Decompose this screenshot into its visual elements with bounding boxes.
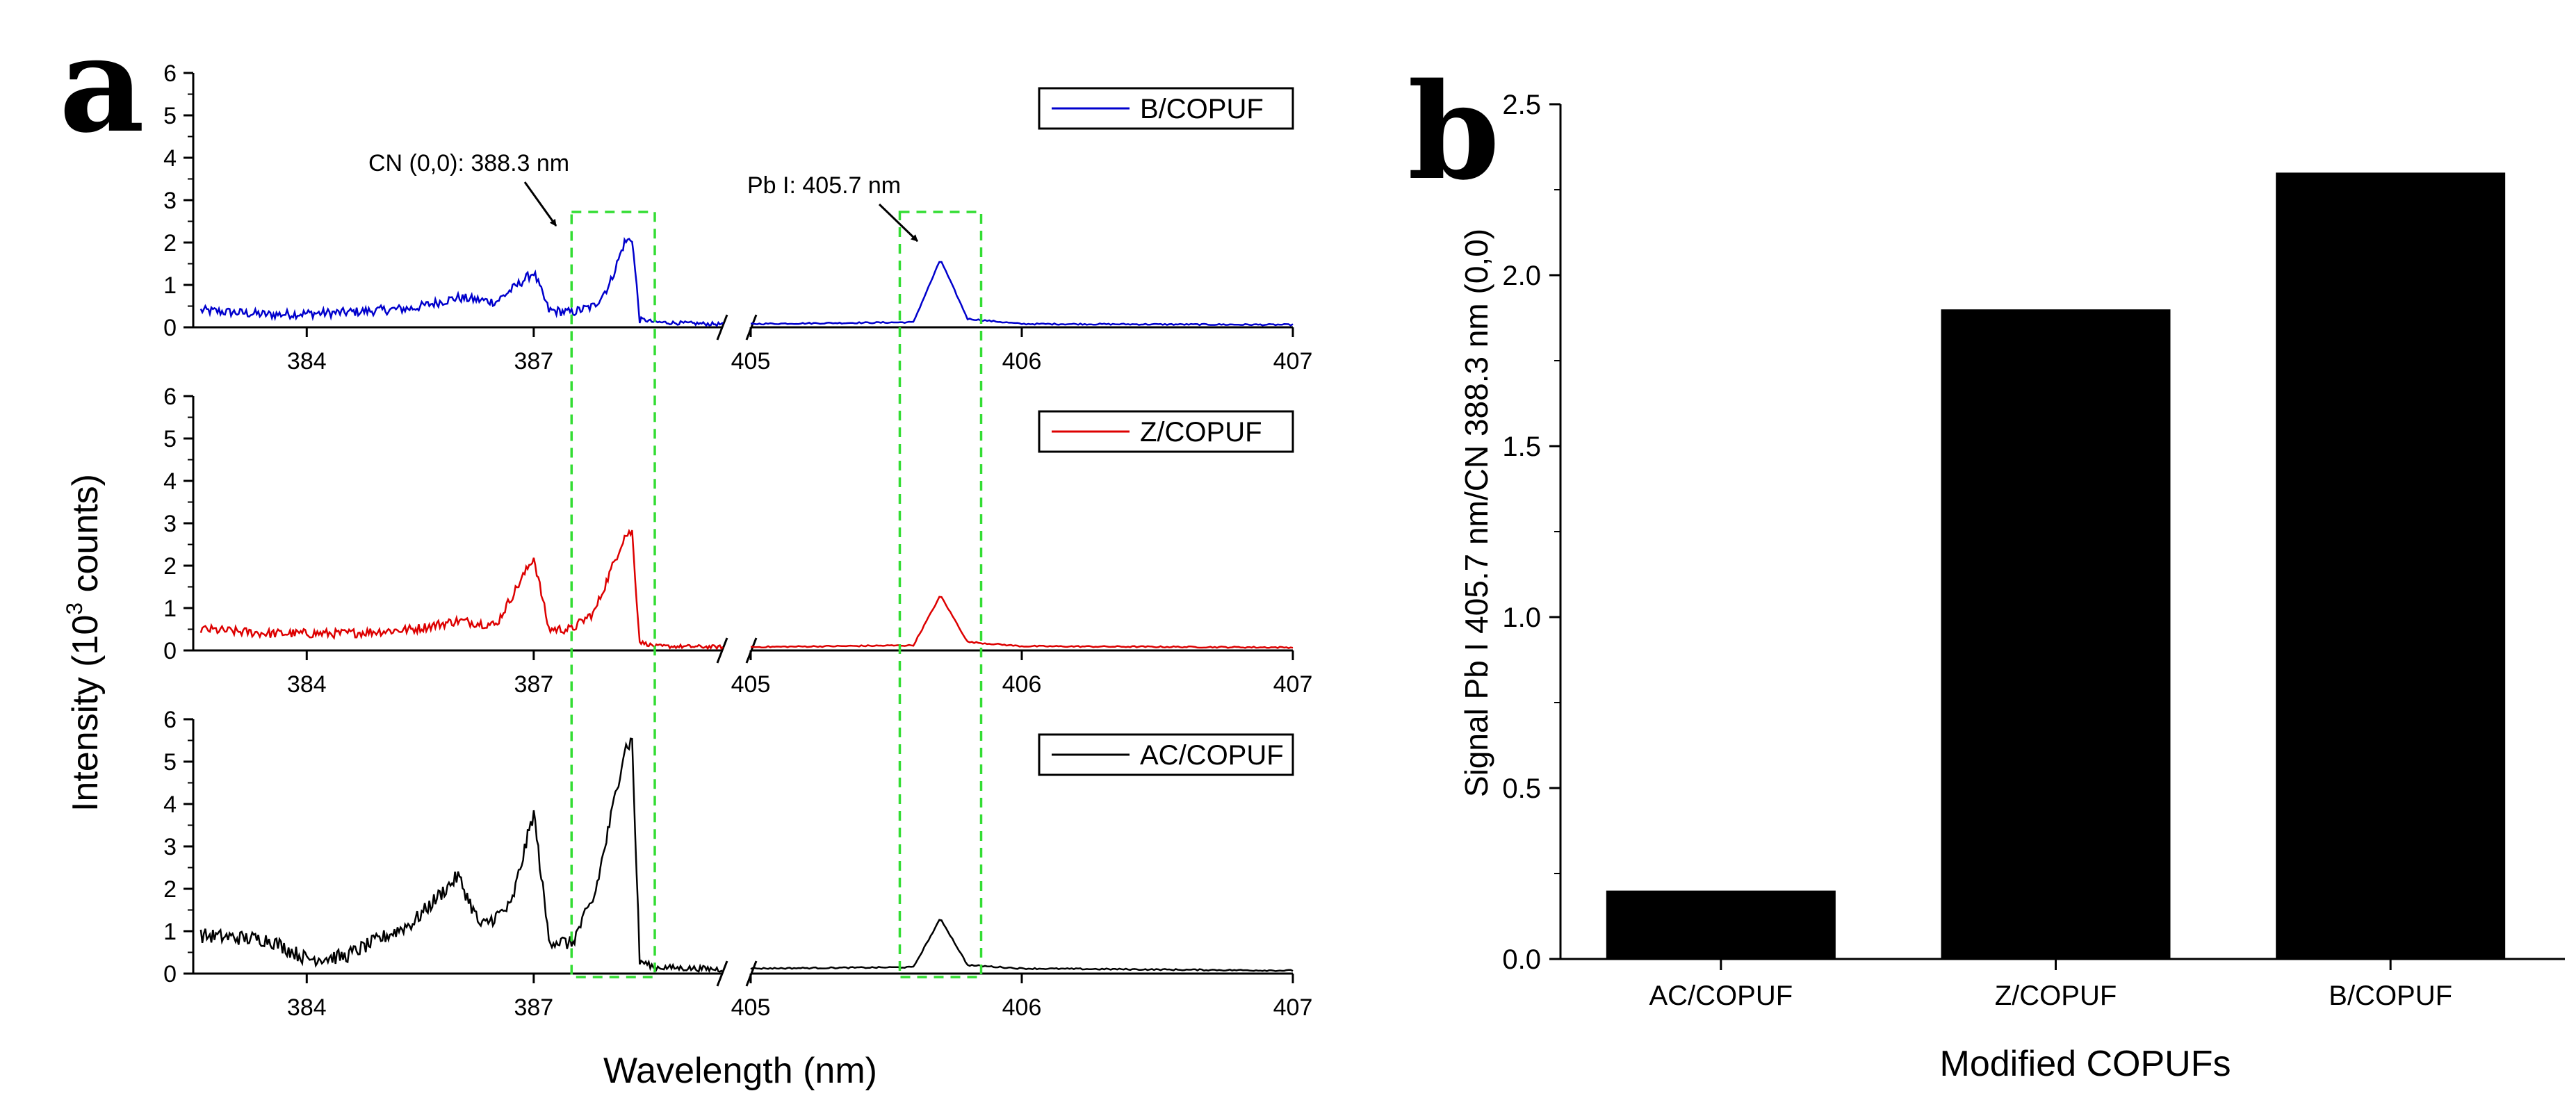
legend-label-z-copuf: Z/COPUF	[1140, 417, 1262, 448]
annotation-cn-arrow	[523, 181, 557, 227]
bar-category-label: B/COPUF	[2329, 981, 2452, 1011]
y-tick-label: 1	[163, 272, 177, 299]
bar-y-tick-label: 2.5	[1502, 90, 1541, 120]
x-tick-label: 406	[1002, 348, 1042, 375]
axis-break-mark	[716, 960, 728, 987]
y-tick-label: 3	[163, 188, 177, 214]
bar-y-tick-label: 2.0	[1502, 261, 1541, 291]
y-tick-label: 2	[163, 230, 177, 256]
y-tick-label: 5	[163, 103, 177, 129]
x-tick-label: 405	[731, 994, 771, 1021]
bar-b-copuf	[2276, 172, 2506, 959]
annotation-pb-arrow	[878, 203, 919, 243]
spectrum-line-ac-copuf-right	[750, 919, 1294, 972]
panel-b-y-axis-title: Signal Pb I 405.7 nm/CN 388.3 nm (0,0)	[1458, 229, 1494, 797]
spectrum-line-b-copuf	[199, 237, 724, 327]
panel-a-letter: a	[59, 7, 145, 162]
y-tick-label: 0	[163, 961, 177, 987]
spectrum-line-ac-copuf	[199, 737, 724, 974]
y-tick-label: 5	[163, 749, 177, 776]
x-tick-label: 387	[514, 994, 553, 1021]
bar-ac-copuf	[1606, 890, 1836, 959]
x-tick-label: 405	[731, 348, 771, 375]
subplot-z-copuf: 0 1 2 3 4 5 6 384 387 405 406 407 Z/COPUF	[163, 384, 1312, 698]
y-tick-label: 1	[163, 919, 177, 945]
y-tick-label: 5	[163, 426, 177, 452]
x-tick-label: 405	[731, 671, 771, 698]
x-tick-label: 384	[287, 671, 327, 698]
axis-break-mark	[716, 637, 728, 664]
legend-box	[1038, 410, 1294, 453]
y-tick-label: 3	[163, 834, 177, 860]
subplot-ac-copuf: 0 1 2 3 4 5 6 384 387 405 406 407 AC/COPUF	[163, 707, 1312, 1021]
bar-y-tick-label: 0.5	[1502, 773, 1541, 804]
y-tick-label: 6	[163, 60, 177, 87]
annotation-pb-label: Pb I: 405.7 nm	[747, 172, 901, 199]
highlight-window-cn	[570, 211, 656, 978]
highlight-window-pb	[898, 211, 983, 978]
spectrum-line-z-copuf	[199, 528, 724, 650]
x-tick-label: 407	[1273, 994, 1313, 1021]
y-tick-label: 1	[163, 596, 177, 622]
bar-y-tick-label: 0.0	[1502, 944, 1541, 975]
x-tick-label: 407	[1273, 348, 1313, 375]
panel-b-letter: b	[1408, 54, 1500, 209]
axis-break-mark	[716, 314, 728, 341]
x-tick-label: 406	[1002, 671, 1042, 698]
x-tick-label: 384	[287, 994, 327, 1021]
panel-a-y-axis-title: Intensity (103 counts)	[62, 474, 106, 812]
x-tick-label: 387	[514, 671, 553, 698]
annotation-cn: CN (0,0): 388.3 nm	[368, 150, 569, 227]
y-tick-label: 4	[163, 145, 177, 172]
panel-b-x-axis-title: Modified COPUFs	[1940, 1044, 2231, 1084]
y-tick-label: 6	[163, 384, 177, 410]
subplot-b-copuf: 0 1 2 3 4 5 6 384 387 405 406 407 B/COPUF	[163, 60, 1312, 375]
y-tick-label: 3	[163, 511, 177, 537]
annotation-cn-label: CN (0,0): 388.3 nm	[368, 150, 569, 177]
bar-category-label: AC/COPUF	[1649, 981, 1793, 1011]
annotation-pb: Pb I: 405.7 nm	[747, 172, 919, 243]
x-tick-label: 407	[1273, 671, 1313, 698]
legend-label-b-copuf: B/COPUF	[1140, 94, 1264, 124]
bar-z-copuf	[1941, 309, 2171, 959]
panel-b-plot: 0.0 0.5 1.0 1.5 2.0 2.5 AC/COPUF Z/COPUF B/COPUF	[1502, 90, 2565, 1011]
panel-b: b Signal Pb I 405.7 nm/CN 388.3 nm (0,0)…	[1408, 54, 2565, 1084]
bar-y-tick-label: 1.0	[1502, 602, 1541, 633]
y-tick-label: 4	[163, 468, 177, 495]
y-tick-label: 2	[163, 553, 177, 580]
bar-y-tick-label: 1.5	[1502, 432, 1541, 462]
x-tick-label: 384	[287, 348, 327, 375]
x-tick-label: 406	[1002, 994, 1042, 1021]
y-tick-label: 6	[163, 707, 177, 733]
x-tick-label: 387	[514, 348, 553, 375]
spectrum-line-z-copuf-right	[750, 596, 1294, 650]
panel-a: a Intensity (103 counts) Wavelength (nm)…	[59, 7, 1312, 1091]
bar-category-label: Z/COPUF	[1995, 981, 2117, 1011]
legend-label-ac-copuf: AC/COPUF	[1140, 740, 1284, 771]
spectrum-line-b-copuf-right	[750, 261, 1294, 327]
y-tick-label: 0	[163, 315, 177, 341]
panel-a-x-axis-title: Wavelength (nm)	[603, 1051, 877, 1091]
y-tick-label: 2	[163, 876, 177, 903]
panel-a-highlight-windows	[570, 211, 983, 978]
y-tick-label: 4	[163, 792, 177, 818]
y-tick-label: 0	[163, 638, 177, 664]
